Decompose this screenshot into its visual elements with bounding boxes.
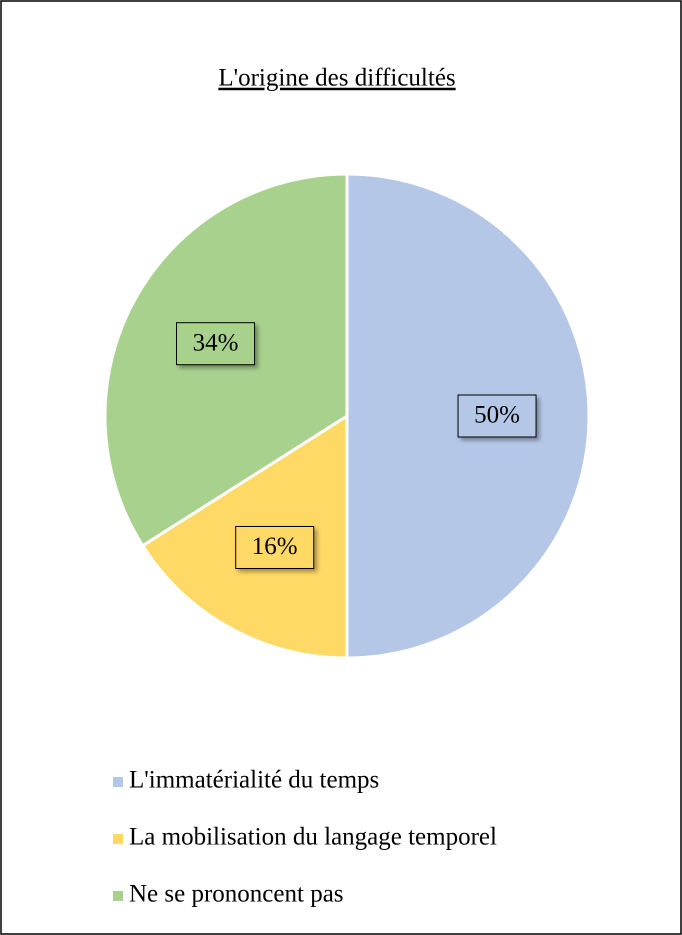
legend-label: Ne se prononcent pas — [129, 881, 344, 908]
legend-swatch — [113, 834, 123, 844]
data-label: 16% — [252, 533, 298, 560]
data-label-box — [176, 322, 256, 366]
data-label-box — [457, 394, 537, 438]
legend-swatch — [113, 777, 123, 787]
chart-title: L'origine des difficultés — [218, 65, 455, 92]
legend-swatch — [113, 891, 123, 901]
data-label: 34% — [193, 329, 239, 356]
legend-label: L'immatérialité du temps — [129, 767, 379, 794]
data-label-box — [235, 525, 315, 569]
legend-label: La mobilisation du langage temporel — [129, 824, 497, 851]
data-label: 50% — [474, 402, 520, 429]
